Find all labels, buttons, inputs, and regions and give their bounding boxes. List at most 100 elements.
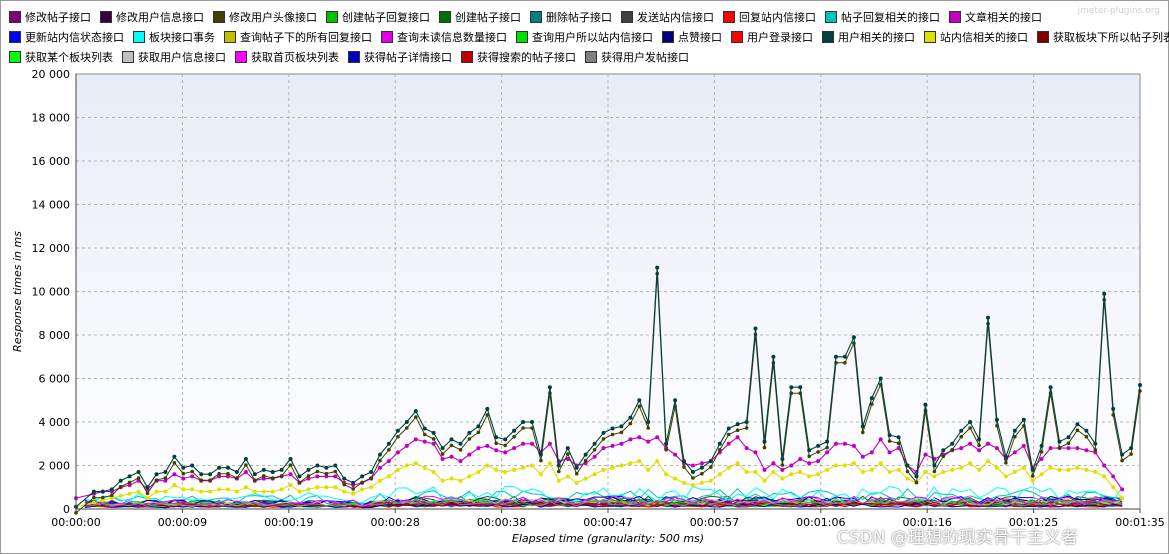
series-point — [592, 448, 597, 452]
series-point — [896, 467, 901, 472]
series-point — [628, 461, 633, 466]
series-point — [843, 361, 847, 365]
series-point — [825, 445, 829, 450]
series-point — [887, 450, 892, 455]
legend-swatch — [133, 31, 145, 43]
y-tick-label: 0 — [63, 503, 70, 516]
series-point — [1039, 457, 1044, 461]
series-point — [449, 437, 454, 442]
series-point — [315, 485, 320, 490]
legend-item: 获得搜索的帖子接口 — [461, 49, 576, 65]
series-point — [682, 465, 686, 469]
series-point — [521, 465, 526, 470]
series-point — [118, 493, 123, 498]
series-point — [74, 511, 78, 515]
series-point — [127, 474, 132, 479]
series-point — [521, 441, 526, 446]
legend-label: 修改用户头像接口 — [229, 11, 317, 24]
series-point — [324, 465, 329, 470]
series-point — [101, 495, 105, 500]
series-point — [297, 489, 302, 494]
series-point — [208, 472, 213, 477]
series-point — [923, 470, 928, 474]
series-point — [950, 441, 955, 446]
y-tick-label: 16 000 — [32, 155, 71, 168]
series-point — [601, 430, 606, 435]
series-point — [1111, 406, 1116, 411]
y-tick-label: 14 000 — [32, 199, 71, 212]
series-point — [556, 463, 561, 468]
series-point — [637, 404, 642, 409]
series-point — [914, 480, 919, 485]
series-point — [878, 376, 883, 381]
series-point — [378, 465, 382, 470]
series-point — [458, 478, 463, 483]
series-point — [673, 476, 678, 481]
series-point — [1066, 441, 1071, 446]
series-point — [646, 420, 651, 424]
series-point — [735, 435, 740, 440]
series-point — [637, 435, 642, 440]
series-point — [700, 471, 704, 476]
legend-swatch — [9, 51, 21, 63]
series-point — [1039, 472, 1044, 477]
series-point — [735, 428, 740, 433]
series-point — [1066, 446, 1071, 451]
series-point — [395, 428, 400, 433]
series-point — [297, 480, 302, 485]
series-point — [369, 485, 374, 490]
series-point — [610, 443, 615, 448]
series-point — [136, 489, 141, 494]
series-line — [84, 499, 1123, 508]
series-point — [941, 470, 946, 474]
series-point — [431, 441, 436, 446]
series-point — [664, 441, 669, 446]
series-point — [521, 420, 526, 424]
x-tick-label: 00:00:57 — [690, 516, 739, 529]
legend-swatch — [100, 11, 112, 23]
series-point — [664, 448, 668, 452]
series-point — [199, 478, 203, 483]
series-point — [413, 409, 418, 414]
series-point — [333, 485, 338, 490]
series-point — [789, 385, 794, 390]
legend-swatch — [516, 31, 528, 43]
legend-row: 更新站内信状态接口 板块接口事务 查询帖子下的所有回复接口 查询未读信息数量接口 查询用… — [9, 27, 1169, 47]
series-point — [369, 470, 374, 474]
series-point — [431, 437, 436, 441]
legend-item: 站内信相关的接口 — [924, 29, 1028, 45]
series-point — [190, 469, 194, 474]
series-point — [959, 428, 964, 433]
series-point — [1012, 450, 1017, 455]
series-point — [557, 469, 561, 474]
series-point — [905, 476, 910, 481]
series-point — [717, 441, 722, 446]
legend-item: 获取首页板块列表 — [235, 49, 339, 65]
series-point — [91, 500, 96, 505]
series-point — [655, 435, 660, 440]
series-point — [718, 448, 722, 452]
legend-label: 回复站内信接口 — [739, 11, 816, 24]
legend-item: 文章相关的接口 — [949, 9, 1042, 25]
series-point — [1057, 445, 1062, 450]
series-point — [932, 463, 937, 468]
series-point — [1003, 454, 1008, 459]
legend-label: 更新站内信状态接口 — [25, 31, 124, 44]
series-point — [458, 448, 463, 452]
series-point — [1012, 470, 1017, 474]
series-point — [709, 465, 713, 469]
x-tick-label: 00:00:47 — [583, 516, 632, 529]
legend-item: 点赞接口 — [662, 29, 722, 45]
series-point — [708, 478, 713, 483]
series-point — [780, 476, 785, 481]
legend-label: 获取板块下所以帖子列表接口 — [1053, 31, 1169, 44]
series-point — [851, 461, 856, 466]
series-point — [1102, 463, 1107, 468]
legend-swatch — [122, 51, 134, 63]
series-point — [655, 265, 660, 270]
series-point — [986, 459, 990, 464]
x-tick-label: 00:00:09 — [158, 516, 207, 529]
series-point — [923, 452, 928, 457]
series-point — [556, 478, 561, 483]
series-point — [199, 472, 204, 477]
